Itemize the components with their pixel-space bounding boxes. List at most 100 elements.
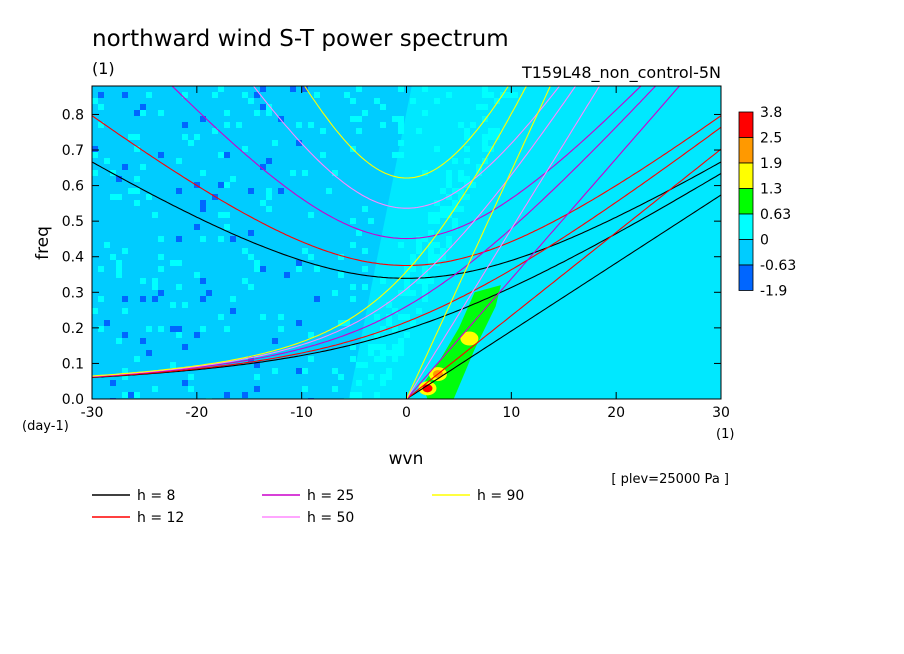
field-cell [176, 284, 182, 290]
legend-label: h = 25 [307, 488, 354, 504]
field-cell [140, 104, 146, 110]
field-cell [188, 374, 194, 380]
field-cell [104, 158, 110, 164]
field-cell [350, 218, 356, 224]
field-cell [254, 110, 260, 116]
field-cell [356, 86, 362, 92]
field-cell [206, 290, 212, 296]
field-cell [200, 296, 206, 302]
field-cell [314, 92, 320, 98]
x-tick-label: 10 [502, 405, 520, 421]
field-cell [92, 146, 98, 152]
y-axis: 0.0 0.1 0.2 0.3 0.4 0.5 0.6 0.7 0.8 [62, 107, 721, 408]
field-cell [194, 224, 200, 230]
field-cell [170, 302, 176, 308]
curve-kelvin-h90 [405, 86, 551, 399]
field-cell [92, 308, 98, 314]
curve-kelvin-h25 [406, 86, 681, 399]
field-cell [224, 110, 230, 116]
field-cell [398, 128, 404, 134]
field-cell [242, 392, 248, 398]
field-cell [248, 230, 254, 236]
field-cell [188, 140, 194, 146]
field-cell [98, 92, 104, 98]
field-cell [158, 254, 164, 260]
field-cell [176, 158, 182, 164]
field-cell [140, 110, 146, 116]
y-tick-label: 0.1 [62, 356, 84, 372]
legend-label: h = 12 [137, 510, 184, 526]
colorbar-label: 0 [760, 233, 769, 249]
x-tick-label: 20 [607, 405, 625, 421]
field-region-high [348, 86, 721, 399]
field-cell [290, 170, 296, 176]
field-cell [248, 254, 254, 260]
field-cell [122, 308, 128, 314]
field-cell [302, 386, 308, 392]
field-cell [146, 92, 152, 98]
field-cell [200, 236, 206, 242]
field-cell [272, 368, 278, 374]
legend-label: h = 8 [137, 488, 175, 504]
field-cell [308, 356, 314, 362]
field-cell [224, 122, 230, 128]
curve-legend: h = 8 h = 12 h = 25 h = 50 h = 90 [92, 488, 524, 526]
curve-inertia-gravity-h90 [303, 86, 510, 179]
field-cell [176, 236, 182, 242]
field-cell [260, 104, 266, 110]
field-cell [248, 98, 254, 104]
field-cell [116, 194, 122, 200]
field-cell [230, 176, 236, 182]
colorbar-label: 0.63 [760, 207, 791, 223]
field-cell [152, 386, 158, 392]
field-cell [332, 290, 338, 296]
field-cell [362, 206, 368, 212]
colorbar-label: 1.9 [760, 156, 782, 172]
field-cell [128, 134, 134, 140]
field-cell [272, 140, 278, 146]
field-cell [356, 116, 362, 122]
field-cell [278, 116, 284, 122]
field-cell [182, 122, 188, 128]
legend-label: h = 50 [307, 510, 354, 526]
field-cell [308, 254, 314, 260]
field-cell [332, 368, 338, 374]
field-cell [224, 212, 230, 218]
field-cell [140, 164, 146, 170]
field-cell [362, 248, 368, 254]
field-cell [362, 266, 368, 272]
field-cell [134, 392, 140, 398]
x-tick-label: -10 [290, 405, 313, 421]
field-cell [134, 200, 140, 206]
field-cell [158, 152, 164, 158]
field-cell [212, 92, 218, 98]
x-axis-label: wvn [389, 449, 424, 469]
field-cell [158, 290, 164, 296]
field-cell [158, 326, 164, 332]
field-cell [194, 134, 200, 140]
field-cell [248, 356, 254, 362]
field-cell [218, 152, 224, 158]
peak-2 [464, 334, 475, 343]
colorbar-swatch [738, 137, 754, 164]
field-cell [350, 116, 356, 122]
field-cell [188, 386, 194, 392]
field-cell [266, 188, 272, 194]
x-tick-label: 30 [712, 405, 730, 421]
field-cell [338, 374, 344, 380]
field-cell [314, 266, 320, 272]
field-cell [158, 110, 164, 116]
field-cell [344, 92, 350, 98]
y-tick-label: 0.5 [62, 214, 84, 230]
field-cell [134, 110, 140, 116]
field-cell [224, 152, 230, 158]
field-cell [140, 338, 146, 344]
field-cell [224, 326, 230, 332]
field-cell [152, 278, 158, 284]
field-cell [332, 170, 338, 176]
field-cell [248, 284, 254, 290]
colorbar-label: 1.3 [760, 182, 782, 198]
field-cell [122, 374, 128, 380]
field-cell [158, 266, 164, 272]
field-cell [380, 104, 386, 110]
